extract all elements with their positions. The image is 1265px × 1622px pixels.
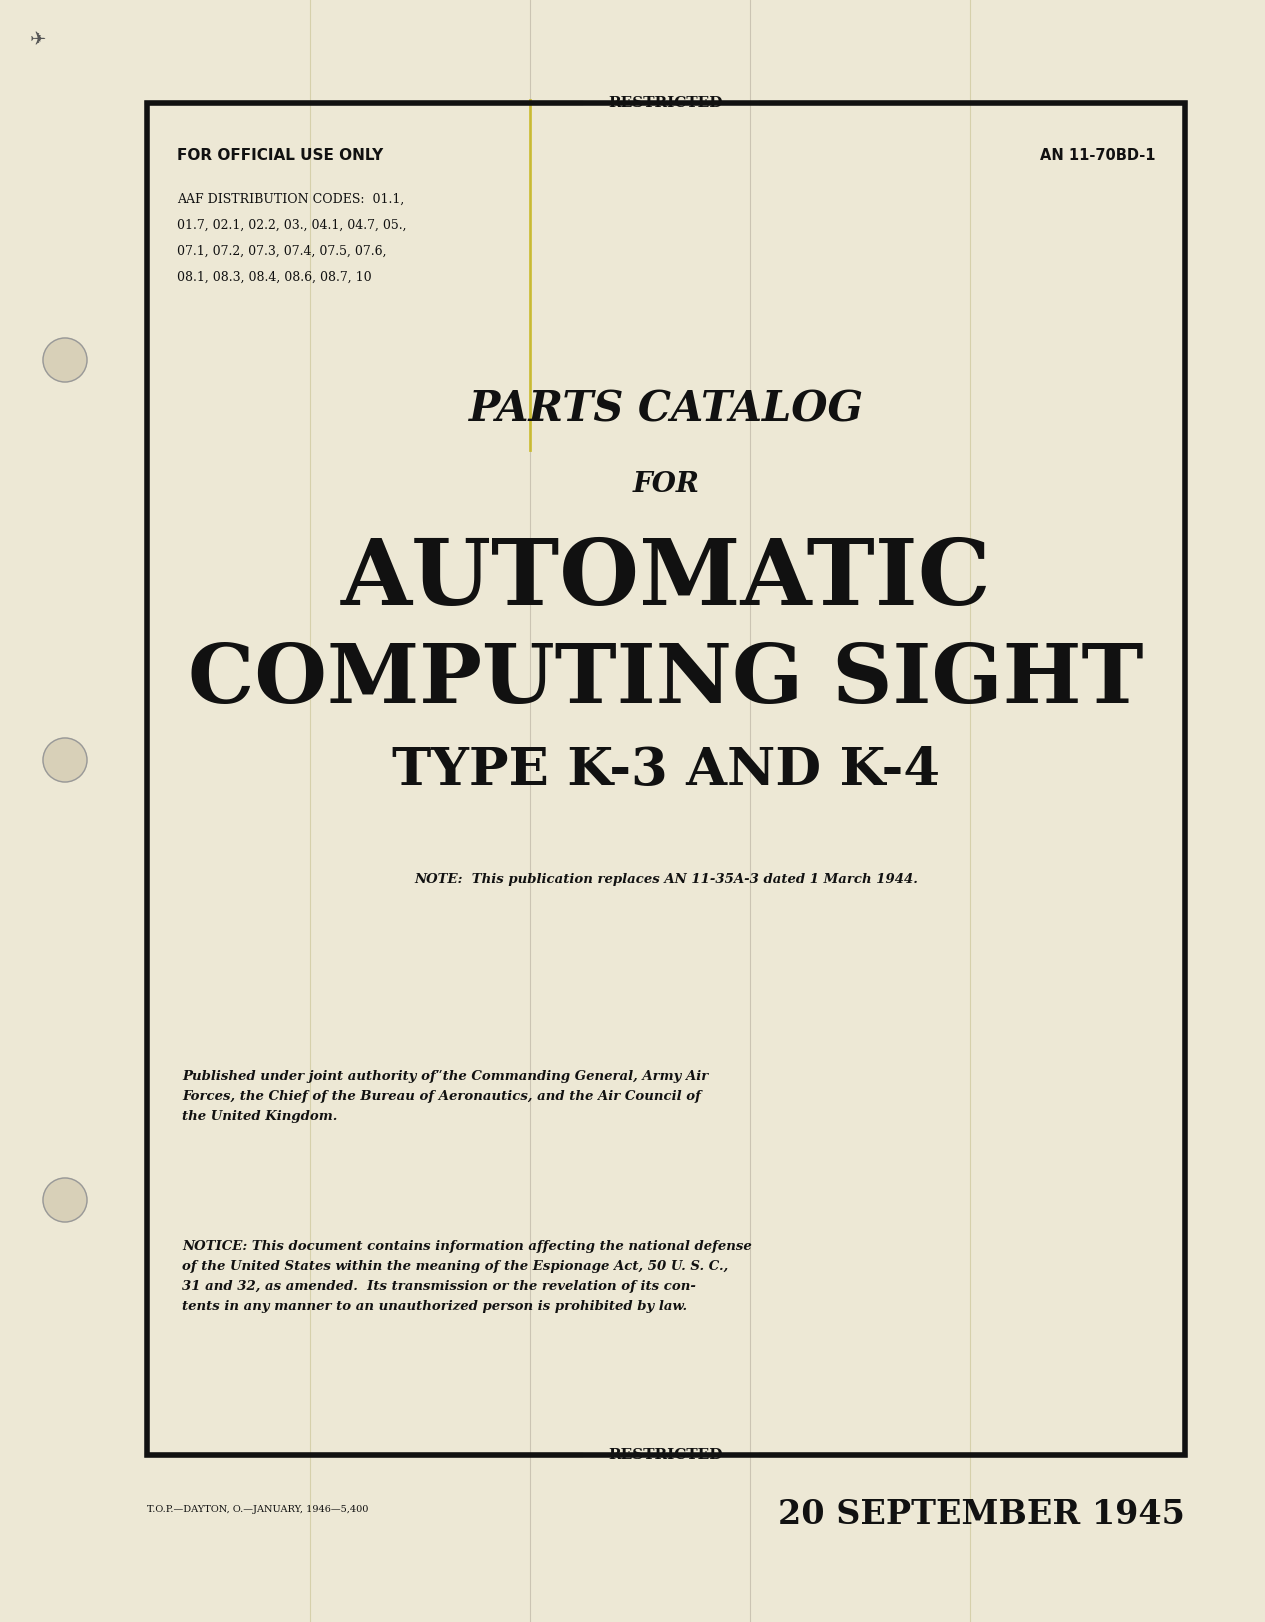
Text: PARTS CATALOG: PARTS CATALOG bbox=[468, 389, 864, 431]
Text: 08.1, 08.3, 08.4, 08.6, 08.7, 10: 08.1, 08.3, 08.4, 08.6, 08.7, 10 bbox=[177, 271, 372, 284]
Text: TYPE K-3 AND K-4: TYPE K-3 AND K-4 bbox=[392, 744, 940, 795]
Text: NOTE:  This publication replaces AN 11-35A-3 dated 1 March 1944.: NOTE: This publication replaces AN 11-35… bbox=[414, 874, 918, 887]
Text: RESTRICTED: RESTRICTED bbox=[608, 96, 724, 110]
Text: FOR: FOR bbox=[632, 472, 700, 498]
Text: 01.7, 02.1, 02.2, 03., 04.1, 04.7, 05.,: 01.7, 02.1, 02.2, 03., 04.1, 04.7, 05., bbox=[177, 219, 406, 232]
Text: COMPUTING SIGHT: COMPUTING SIGHT bbox=[188, 641, 1144, 720]
Circle shape bbox=[43, 1178, 87, 1221]
Text: 07.1, 07.2, 07.3, 07.4, 07.5, 07.6,: 07.1, 07.2, 07.3, 07.4, 07.5, 07.6, bbox=[177, 245, 387, 258]
Text: AUTOMATIC: AUTOMATIC bbox=[340, 535, 992, 624]
Text: Published under joint authority ofʺthe Commanding General, Army Air
Forces, the : Published under joint authority ofʺthe C… bbox=[182, 1071, 708, 1122]
Text: 20 SEPTEMBER 1945: 20 SEPTEMBER 1945 bbox=[778, 1499, 1185, 1531]
Text: RESTRICTED: RESTRICTED bbox=[608, 1448, 724, 1461]
Bar bbox=[147, 104, 1185, 1455]
Text: FOR OFFICIAL USE ONLY: FOR OFFICIAL USE ONLY bbox=[177, 148, 383, 162]
Circle shape bbox=[43, 337, 87, 383]
Text: NOTICE: This document contains information affecting the national defense
of the: NOTICE: This document contains informati… bbox=[182, 1239, 751, 1312]
Text: AAF DISTRIBUTION CODES:  01.1,: AAF DISTRIBUTION CODES: 01.1, bbox=[177, 193, 405, 206]
Circle shape bbox=[43, 738, 87, 782]
Text: AN 11-70BD-1: AN 11-70BD-1 bbox=[1040, 148, 1155, 162]
Text: T.O.P.—DAYTON, O.—JANUARY, 1946—5,400: T.O.P.—DAYTON, O.—JANUARY, 1946—5,400 bbox=[147, 1505, 368, 1515]
Text: ✈: ✈ bbox=[30, 29, 47, 49]
